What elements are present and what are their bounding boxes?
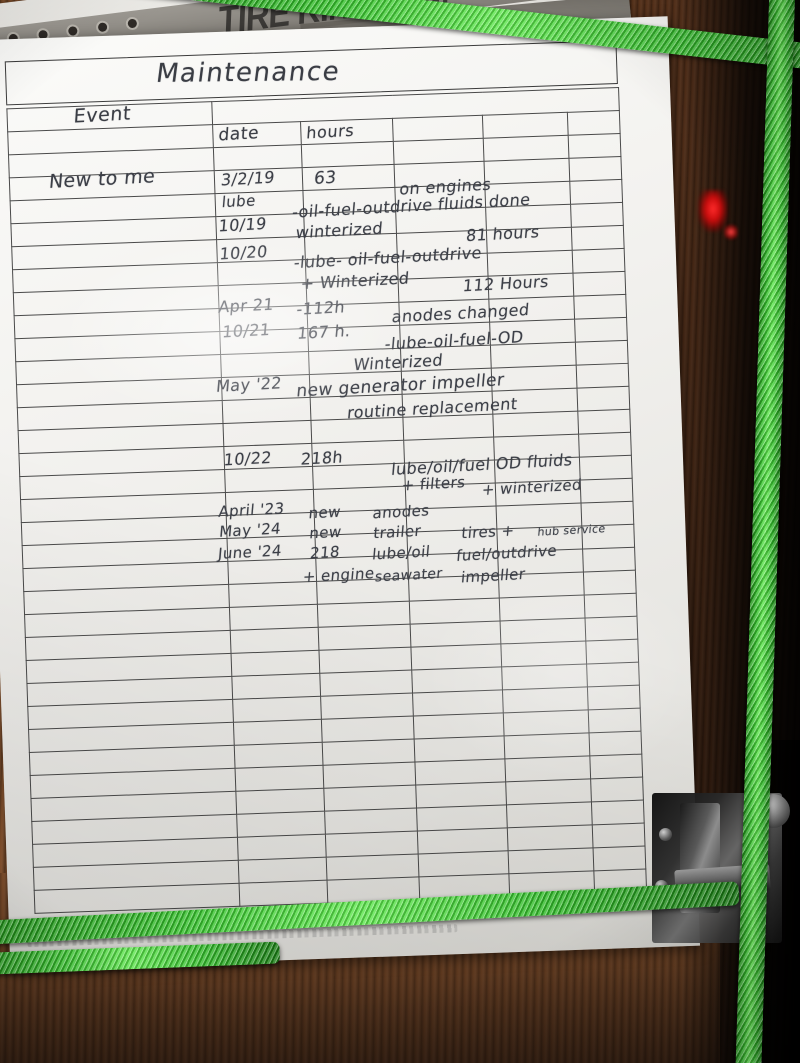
header-label-hours: hours xyxy=(305,120,355,143)
red-led-spot xyxy=(724,224,738,240)
maintenance-grid: Event date hours xyxy=(6,87,647,914)
header-label-event: Event xyxy=(72,102,132,128)
hinge-screw xyxy=(659,828,672,841)
sheet-title: Maintenance xyxy=(154,56,343,89)
cell-col5 xyxy=(482,112,569,139)
grid-body: Event date hours xyxy=(6,87,647,914)
header-cell-hours: hours xyxy=(300,118,394,145)
red-led-glow xyxy=(698,190,728,232)
maintenance-log-sheet: Maintenance Event date hours xyxy=(0,16,701,970)
header-label-date: date xyxy=(217,123,260,146)
log-table-wrapper: Maintenance Event date hours xyxy=(4,40,647,914)
cell-col4 xyxy=(392,115,484,142)
header-cell-date: date xyxy=(212,121,302,148)
cell-col6 xyxy=(567,110,621,136)
